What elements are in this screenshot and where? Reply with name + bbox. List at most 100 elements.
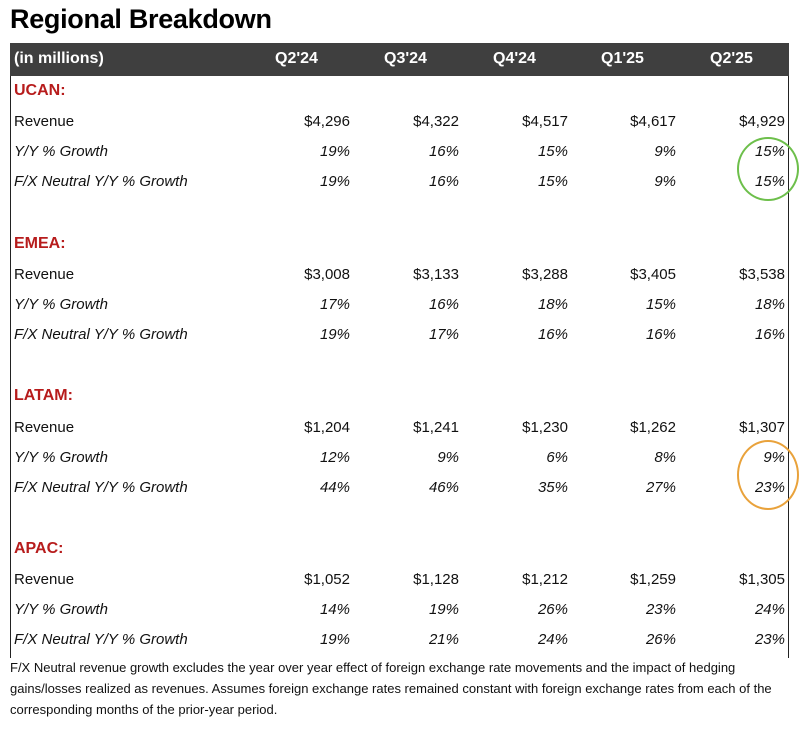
fx-growth-cell: 24% — [537, 631, 568, 648]
header-unit-label: (in millions) — [14, 50, 104, 67]
row-label: Y/Y % Growth — [14, 449, 108, 466]
table-row: Y/Y % Growth 12% 9% 6% 8% 9% — [10, 443, 789, 473]
revenue-cell: $1,052 — [304, 571, 350, 588]
table-row: Revenue $1,204 $1,241 $1,230 $1,262 $1,3… — [10, 413, 789, 443]
table-row: Revenue $4,296 $4,322 $4,517 $4,617 $4,9… — [10, 107, 789, 137]
growth-cell: 26% — [537, 601, 568, 618]
table-row: Y/Y % Growth 14% 19% 26% 23% 24% — [10, 595, 789, 625]
revenue-cell: $3,538 — [739, 266, 785, 283]
growth-cell: 16% — [428, 143, 459, 160]
section-label: UCAN: — [14, 82, 66, 99]
section-label: EMEA: — [14, 235, 66, 252]
revenue-cell: $1,305 — [739, 571, 785, 588]
fx-growth-cell: 21% — [428, 631, 459, 648]
row-label: F/X Neutral Y/Y % Growth — [14, 479, 188, 496]
table-row: Y/Y % Growth 17% 16% 18% 15% 18% — [10, 290, 789, 320]
fx-growth-cell: 19% — [319, 173, 350, 190]
fx-growth-cell: 46% — [428, 479, 459, 496]
row-label: Revenue — [14, 571, 75, 588]
row-label: Revenue — [14, 266, 75, 283]
latam-highlight-circle — [737, 440, 799, 510]
growth-cell: 15% — [537, 143, 568, 160]
table-row: Revenue $1,052 $1,128 $1,212 $1,259 $1,3… — [10, 565, 789, 595]
table-row: Y/Y % Growth 19% 16% 15% 9% 15% — [10, 137, 789, 167]
revenue-cell: $4,929 — [739, 113, 785, 130]
revenue-cell: $3,405 — [630, 266, 676, 283]
growth-cell: 12% — [319, 449, 350, 466]
fx-growth-cell: 27% — [645, 479, 676, 496]
header-col-q3-24: Q3'24 — [384, 50, 427, 67]
table-row: F/X Neutral Y/Y % Growth 19% 17% 16% 16%… — [10, 320, 789, 350]
revenue-cell: $1,204 — [304, 419, 350, 436]
row-label: Revenue — [14, 419, 75, 436]
fx-growth-cell: 15% — [537, 173, 568, 190]
section-label: APAC: — [14, 540, 64, 557]
fx-growth-cell: 19% — [319, 326, 350, 343]
table-row: F/X Neutral Y/Y % Growth 44% 46% 35% 27%… — [10, 473, 789, 503]
growth-cell: 24% — [754, 601, 785, 618]
fx-growth-cell: 16% — [537, 326, 568, 343]
row-label: Y/Y % Growth — [14, 296, 108, 313]
section-heading-apac: APAC: — [10, 534, 789, 564]
table-row: F/X Neutral Y/Y % Growth 19% 21% 24% 26%… — [10, 625, 789, 655]
growth-cell: 8% — [654, 449, 676, 466]
growth-cell: 9% — [654, 143, 676, 160]
revenue-cell: $4,617 — [630, 113, 676, 130]
growth-cell: 23% — [645, 601, 676, 618]
section-label: LATAM: — [14, 387, 73, 404]
growth-cell: 19% — [428, 601, 459, 618]
table-row: Revenue $3,008 $3,133 $3,288 $3,405 $3,5… — [10, 260, 789, 290]
growth-cell: 15% — [645, 296, 676, 313]
fx-growth-cell: 16% — [754, 326, 785, 343]
footnote: F/X Neutral revenue growth excludes the … — [10, 660, 772, 717]
fx-growth-cell: 9% — [654, 173, 676, 190]
table-header: (in millions) Q2'24 Q3'24 Q4'24 Q1'25 Q2… — [10, 43, 789, 76]
revenue-cell: $4,322 — [413, 113, 459, 130]
fx-growth-cell: 17% — [428, 326, 459, 343]
fx-growth-cell: 19% — [319, 631, 350, 648]
revenue-cell: $1,241 — [413, 419, 459, 436]
section-heading-emea: EMEA: — [10, 229, 789, 259]
growth-cell: 17% — [319, 296, 350, 313]
table-row: F/X Neutral Y/Y % Growth 19% 16% 15% 9% … — [10, 167, 789, 197]
row-label: F/X Neutral Y/Y % Growth — [14, 173, 188, 190]
fx-growth-cell: 16% — [428, 173, 459, 190]
page-title: Regional Breakdown — [10, 4, 272, 34]
row-label: F/X Neutral Y/Y % Growth — [14, 631, 188, 648]
revenue-cell: $1,307 — [739, 419, 785, 436]
section-heading-ucan: UCAN: — [10, 76, 789, 106]
revenue-cell: $1,230 — [522, 419, 568, 436]
fx-growth-cell: 26% — [645, 631, 676, 648]
header-col-q1-25: Q1'25 — [601, 50, 644, 67]
fx-growth-cell: 23% — [754, 631, 785, 648]
revenue-cell: $1,259 — [630, 571, 676, 588]
growth-cell: 16% — [428, 296, 459, 313]
growth-cell: 9% — [437, 449, 459, 466]
revenue-cell: $3,288 — [522, 266, 568, 283]
row-label: Y/Y % Growth — [14, 601, 108, 618]
row-label: Revenue — [14, 113, 75, 130]
growth-cell: 18% — [537, 296, 568, 313]
fx-growth-cell: 35% — [537, 479, 568, 496]
growth-cell: 19% — [319, 143, 350, 160]
revenue-cell: $4,296 — [304, 113, 350, 130]
header-col-q2-25: Q2'25 — [710, 50, 753, 67]
section-heading-latam: LATAM: — [10, 381, 789, 411]
revenue-cell: $1,212 — [522, 571, 568, 588]
row-label: Y/Y % Growth — [14, 143, 108, 160]
revenue-cell: $3,133 — [413, 266, 459, 283]
row-label: F/X Neutral Y/Y % Growth — [14, 326, 188, 343]
growth-cell: 6% — [546, 449, 568, 466]
revenue-cell: $1,262 — [630, 419, 676, 436]
header-col-q2-24: Q2'24 — [275, 50, 318, 67]
revenue-cell: $3,008 — [304, 266, 350, 283]
fx-growth-cell: 44% — [319, 479, 350, 496]
revenue-cell: $1,128 — [413, 571, 459, 588]
growth-cell: 14% — [319, 601, 350, 618]
fx-growth-cell: 16% — [645, 326, 676, 343]
ucan-highlight-circle — [737, 137, 799, 201]
header-col-q4-24: Q4'24 — [493, 50, 536, 67]
table-frame — [10, 43, 789, 658]
growth-cell: 18% — [754, 296, 785, 313]
revenue-cell: $4,517 — [522, 113, 568, 130]
